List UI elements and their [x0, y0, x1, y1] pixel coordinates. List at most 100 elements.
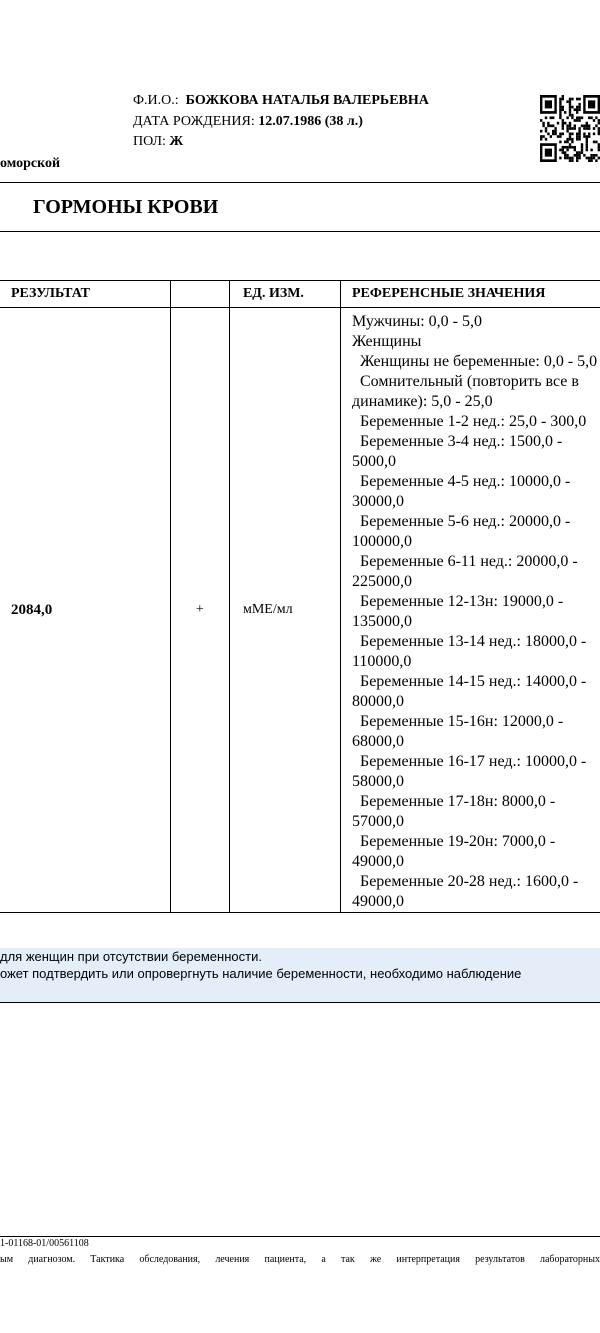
qr-module: [576, 111, 579, 114]
qr-module: [588, 156, 591, 160]
qr-module: [547, 132, 550, 136]
label: Ф.И.О.:: [133, 93, 179, 108]
qr-module: [559, 116, 562, 120]
qr-module: [583, 153, 586, 157]
qr-module: [564, 121, 567, 125]
qr-module: [568, 105, 572, 109]
qr-module: [580, 148, 584, 152]
qr-module: [559, 135, 562, 138]
qr-module: [564, 153, 567, 157]
qr-module: [597, 119, 600, 122]
sex: Ж: [169, 134, 184, 149]
qr-module: [578, 97, 581, 101]
qr-module: [597, 143, 600, 146]
qr-module: [578, 132, 581, 136]
qr-module: [566, 153, 569, 157]
qr-module: [576, 135, 579, 138]
qr-module: [559, 103, 562, 106]
qr-module: [595, 140, 598, 144]
qr-module: [568, 145, 572, 149]
qr-module: [597, 129, 600, 133]
qr-module: [554, 127, 557, 130]
qr-module: [571, 97, 574, 101]
qr-module: [556, 121, 560, 125]
qr-module: [544, 116, 548, 120]
qr-module: [547, 121, 550, 125]
qr-module: [580, 151, 584, 154]
qr-module: [552, 132, 555, 136]
qr-module: [585, 121, 588, 125]
qr-module: [571, 156, 574, 160]
sex-line: ПОЛ: Ж: [133, 134, 183, 150]
reference-values: Мужчины: 0,0 - 5,0 Женщины Женщины не бере…: [340, 307, 600, 913]
qr-module: [549, 135, 552, 138]
qr-module: [597, 148, 600, 152]
qr-module: [592, 153, 596, 157]
qr-module: [578, 153, 581, 157]
qr-module: [561, 97, 564, 101]
qr-module: [566, 116, 569, 120]
flag: +: [169, 307, 230, 913]
qr-module: [585, 137, 588, 141]
qr-code: [540, 95, 600, 162]
qr-module: [571, 105, 574, 109]
note-line: для женщин при отсутствии беременности.: [0, 949, 262, 964]
col-header: РЕЗУЛЬТАТ: [0, 280, 171, 308]
qr-module: [585, 140, 588, 144]
birth-line: ДАТА РОЖДЕНИЯ: 12.07.1986 (38 л.): [133, 114, 363, 130]
qr-module: [576, 97, 579, 101]
qr-module: [554, 132, 557, 136]
qr-module: [585, 127, 588, 130]
label: ДАТА РОЖДЕНИЯ:: [133, 114, 255, 129]
qr-module: [580, 124, 584, 128]
qr-module: [595, 116, 598, 120]
reference-item: Сомнительный (повторить все в динамике):…: [352, 373, 579, 410]
qr-module: [588, 135, 591, 138]
result: 2084,0: [0, 307, 171, 913]
qr-module: [544, 129, 548, 133]
qr-module: [542, 121, 545, 125]
qr-module: [566, 156, 569, 160]
qr-module: [583, 127, 586, 130]
reference-item: Беременные 3-4 нед.: 1500,0 - 5000,0: [352, 433, 563, 470]
qr-module: [597, 121, 600, 125]
qr-finder: [544, 100, 552, 109]
qr-module: [544, 127, 548, 130]
qr-module: [568, 111, 572, 114]
reference-item: Беременные 15-16н: 12000,0 - 68000,0: [352, 713, 564, 750]
qr-module: [588, 124, 591, 128]
reference-item: Беременные 12-13н: 19000,0 - 135000,0: [352, 593, 564, 630]
reference-item: Беременные 14-15 нед.: 14000,0 - 80000,0: [352, 673, 587, 710]
qr-module: [573, 153, 576, 157]
reference-item: Мужчины: 0,0 - 5,0: [352, 313, 482, 330]
reference-item: Беременные 5-6 нед.: 20000,0 - 100000,0: [352, 513, 571, 550]
reference-item: Женщины: [352, 333, 422, 350]
qr-module: [540, 135, 543, 138]
qr-module: [559, 140, 562, 144]
qr-module: [597, 127, 600, 130]
qr-module: [573, 108, 576, 112]
qr-module: [568, 97, 572, 101]
qr-module: [568, 121, 572, 125]
qr-module: [585, 143, 588, 146]
qr-module: [549, 124, 552, 128]
qr-module: [578, 105, 581, 109]
qr-finder: [588, 100, 596, 109]
qr-module: [552, 129, 555, 133]
qr-module: [595, 124, 598, 128]
qr-module: [588, 132, 591, 136]
qr-module: [561, 127, 564, 130]
qr-module: [564, 151, 567, 154]
qr-module: [576, 108, 579, 112]
section-title: ГОРМОНЫ КРОВИ: [33, 196, 219, 218]
qr-module: [540, 119, 543, 122]
qr-module: [542, 124, 545, 128]
qr-module: [568, 127, 572, 130]
label: ПОЛ:: [133, 134, 166, 149]
qr-module: [571, 140, 574, 144]
qr-module: [576, 132, 579, 136]
reference-item: Беременные 13-14 нед.: 18000,0 - 110000,…: [352, 633, 587, 670]
qr-module: [561, 108, 564, 112]
qr-module: [568, 124, 572, 128]
